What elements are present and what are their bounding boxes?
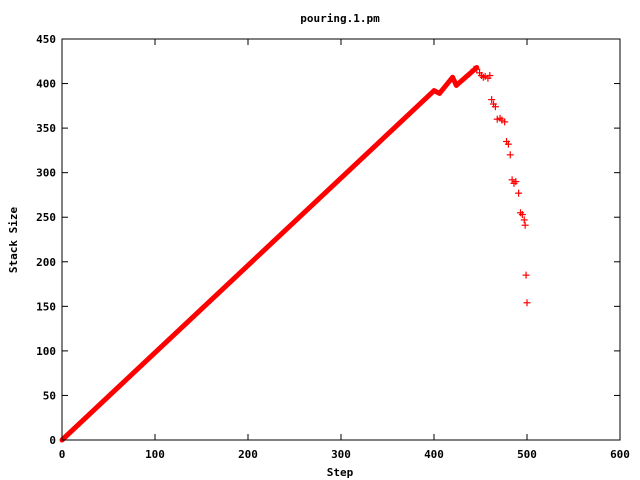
y-tick-label: 0 [49, 434, 56, 447]
data-point [504, 140, 512, 148]
data-point [501, 118, 509, 126]
y-tick-label: 300 [36, 167, 56, 180]
data-point [512, 178, 520, 186]
chart-title: pouring.1.pm [300, 12, 380, 25]
y-tick-label: 150 [36, 300, 56, 313]
x-tick-label: 0 [59, 448, 66, 461]
y-tick-label: 400 [36, 78, 56, 91]
x-tick-label: 400 [424, 448, 444, 461]
dense-points-segment [453, 65, 480, 88]
x-tick-label: 100 [145, 448, 165, 461]
data-point [473, 65, 481, 73]
x-axis: 0 100 200 300 400 500 600 [59, 39, 630, 461]
data-point [486, 72, 494, 80]
plot-marks [59, 65, 531, 443]
x-axis-title: Step [327, 466, 354, 479]
x-tick-label: 600 [610, 448, 630, 461]
y-tick-label: 350 [36, 122, 56, 135]
data-point [515, 189, 523, 197]
data-point [506, 151, 514, 159]
data-point [488, 96, 496, 104]
data-point [508, 176, 516, 184]
y-tick-label: 450 [36, 33, 56, 46]
y-axis-title: Stack Size [7, 207, 20, 274]
y-axis: 0 50 100 150 200 250 300 350 400 450 [36, 33, 620, 447]
dense-points-segment [437, 74, 456, 96]
data-point [518, 211, 526, 219]
x-tick-label: 500 [517, 448, 537, 461]
y-tick-label: 200 [36, 256, 56, 269]
y-tick-label: 100 [36, 345, 56, 358]
x-tick-label: 200 [238, 448, 258, 461]
data-point [522, 271, 530, 279]
data-point [491, 103, 499, 111]
data-point [520, 216, 528, 224]
data-point [523, 299, 531, 307]
dense-points-segment [59, 88, 437, 443]
plot-frame [61, 38, 621, 441]
y-tick-label: 50 [43, 389, 56, 402]
data-point [521, 221, 529, 229]
x-tick-label: 300 [331, 448, 351, 461]
y-tick-label: 250 [36, 211, 56, 224]
